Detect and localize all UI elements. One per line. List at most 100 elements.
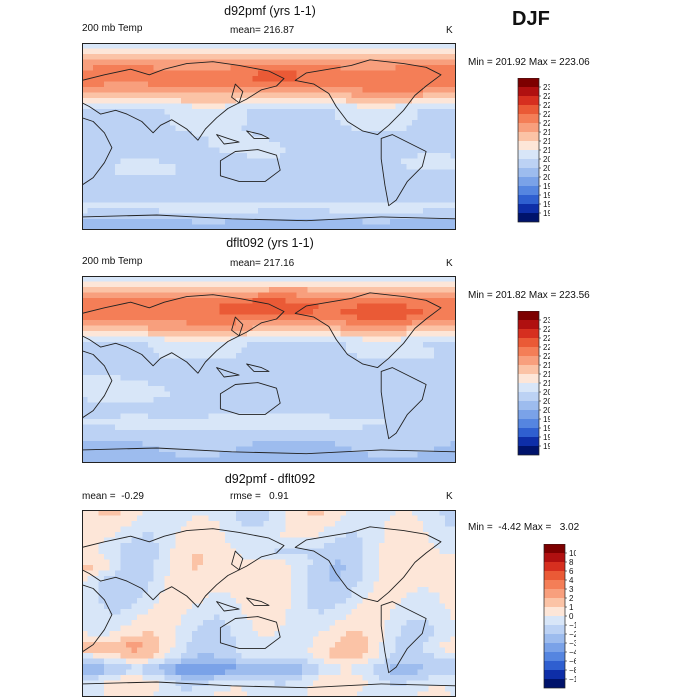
field-cell bbox=[230, 158, 237, 165]
field-cell bbox=[351, 153, 358, 160]
field-cell bbox=[313, 208, 320, 215]
field-cell bbox=[335, 510, 342, 517]
coastline bbox=[82, 447, 456, 455]
field-cell bbox=[384, 298, 391, 305]
field-cell bbox=[307, 358, 314, 365]
field-cell bbox=[318, 125, 325, 132]
colorbar-swatch bbox=[518, 392, 539, 401]
field-cell bbox=[137, 303, 144, 310]
field-cell bbox=[87, 76, 94, 83]
field-cell bbox=[280, 87, 287, 94]
field-cell bbox=[230, 48, 237, 55]
field-cell bbox=[329, 169, 336, 176]
field-cell bbox=[98, 114, 105, 121]
field-cell bbox=[346, 369, 353, 376]
field-cell bbox=[137, 164, 144, 171]
field-cell bbox=[120, 446, 127, 453]
field-cell bbox=[181, 114, 188, 121]
field-cell bbox=[450, 48, 456, 55]
field-cell bbox=[82, 386, 89, 393]
field-cell bbox=[307, 65, 314, 72]
field-cell bbox=[379, 98, 386, 105]
field-cell bbox=[412, 298, 419, 305]
field-cell bbox=[445, 136, 452, 143]
field-cell bbox=[373, 186, 380, 193]
field-cell bbox=[423, 76, 430, 83]
coastline bbox=[380, 367, 427, 440]
field-cell bbox=[439, 292, 446, 299]
field-cell bbox=[137, 219, 144, 226]
field-cell bbox=[423, 70, 430, 77]
field-cell bbox=[170, 54, 177, 61]
field-cell bbox=[368, 353, 375, 360]
field-cell bbox=[98, 419, 105, 426]
field-cell bbox=[395, 147, 402, 154]
field-cell bbox=[148, 180, 155, 187]
field-cell bbox=[186, 320, 193, 327]
field-cell bbox=[192, 281, 199, 288]
field-cell bbox=[445, 391, 452, 398]
field-cell bbox=[104, 87, 111, 94]
field-cell bbox=[98, 309, 105, 316]
field-cell bbox=[384, 158, 391, 165]
field-cell bbox=[203, 202, 210, 209]
field-cell bbox=[269, 120, 276, 127]
field-cell bbox=[450, 435, 456, 442]
field-cell bbox=[109, 180, 116, 187]
field-cell bbox=[131, 402, 138, 409]
field-cell bbox=[181, 314, 188, 321]
field-cell bbox=[357, 441, 364, 448]
field-cell bbox=[324, 70, 331, 77]
field-cell bbox=[98, 457, 105, 463]
field-cell bbox=[296, 202, 303, 209]
field-cell bbox=[423, 164, 430, 171]
field-cell bbox=[296, 358, 303, 365]
field-cell bbox=[324, 87, 331, 94]
field-cell bbox=[269, 175, 276, 182]
field-cell bbox=[87, 336, 94, 343]
field-cell bbox=[192, 375, 199, 382]
field-cell bbox=[148, 441, 155, 448]
field-cell bbox=[395, 287, 402, 294]
field-cell bbox=[302, 380, 309, 387]
field-cell bbox=[131, 120, 138, 127]
field-cell bbox=[269, 92, 276, 99]
field-cell bbox=[401, 65, 408, 72]
field-cell bbox=[307, 369, 314, 376]
field-cell bbox=[153, 131, 160, 138]
field-cell bbox=[368, 369, 375, 376]
field-cell bbox=[115, 158, 122, 165]
field-cell bbox=[346, 320, 353, 327]
field-cell bbox=[434, 98, 441, 105]
field-cell bbox=[373, 191, 380, 198]
field-cell bbox=[219, 353, 226, 360]
field-cell bbox=[335, 125, 342, 132]
field-cell bbox=[329, 380, 336, 387]
field-cell bbox=[104, 413, 111, 420]
field-cell bbox=[351, 70, 358, 77]
field-cell bbox=[384, 452, 391, 459]
field-cell bbox=[406, 70, 413, 77]
field-cell bbox=[379, 276, 386, 283]
field-cell bbox=[269, 186, 276, 193]
field-cell bbox=[241, 408, 248, 415]
field-cell bbox=[252, 153, 259, 160]
field-cell bbox=[340, 136, 347, 143]
field-cell bbox=[428, 153, 435, 160]
field-cell bbox=[373, 213, 380, 220]
field-cell bbox=[329, 180, 336, 187]
field-cell bbox=[258, 375, 265, 382]
field-cell bbox=[428, 309, 435, 316]
field-cell bbox=[280, 109, 287, 116]
field-cell bbox=[340, 358, 347, 365]
field-cell bbox=[296, 114, 303, 121]
field-cell bbox=[434, 208, 441, 215]
field-cell bbox=[318, 81, 325, 88]
field-cell bbox=[104, 208, 111, 215]
field-cell bbox=[164, 202, 171, 209]
field-cell bbox=[274, 287, 281, 294]
field-cell bbox=[87, 219, 94, 226]
field-cell bbox=[153, 76, 160, 83]
field-cell bbox=[395, 441, 402, 448]
field-cell bbox=[274, 109, 281, 116]
